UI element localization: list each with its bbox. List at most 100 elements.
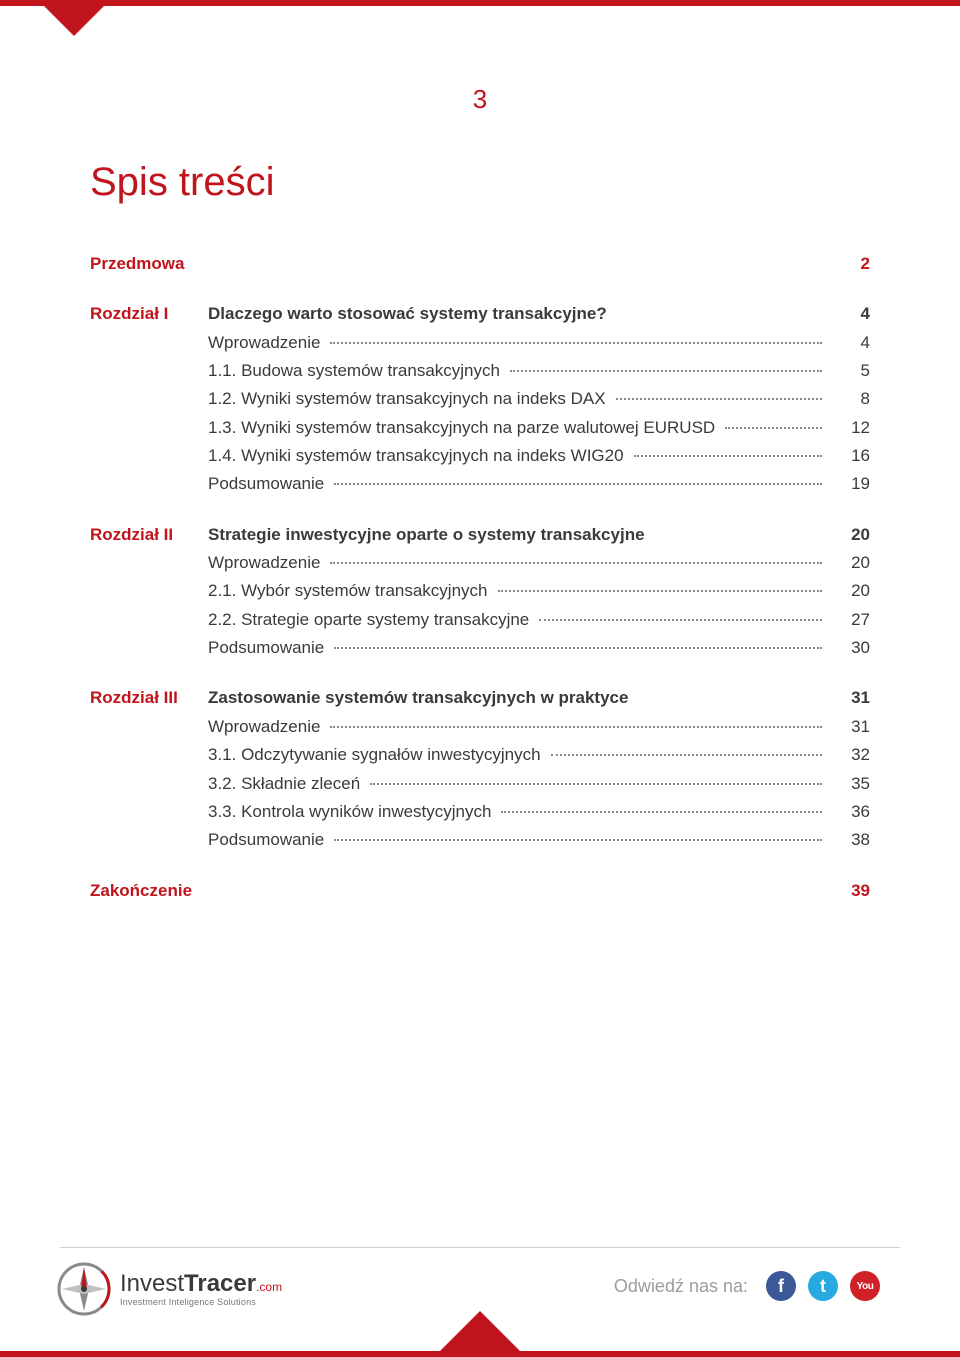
toc-label: 1.1. Budowa systemów transakcyjnych: [208, 358, 506, 384]
top-notch-icon: [44, 6, 104, 36]
brand-logo: InvestTracer.com Investment Inteligence …: [56, 1261, 282, 1317]
toc-label: Strategie inwestycyjne oparte o systemy …: [208, 522, 651, 548]
toc-label: 1.4. Wyniki systemów transakcyjnych na i…: [208, 443, 630, 469]
toc-dots: [334, 839, 822, 841]
toc-dots: [510, 370, 822, 372]
twitter-icon[interactable]: t: [808, 1271, 838, 1301]
toc-label: Przedmowa: [90, 251, 190, 277]
toc-row: Rozdział IDlaczego warto stosować system…: [90, 301, 870, 327]
toc-dots: [330, 342, 822, 344]
toc-chapter: Rozdział I: [90, 301, 208, 327]
social-label: Odwiedź nas na:: [614, 1276, 748, 1297]
toc-row: Wprowadzenie 31: [90, 714, 870, 740]
content: Spis treści Przedmowa 2 Rozdział IDlaczego…: [90, 160, 870, 906]
toc-page: 4: [826, 301, 870, 327]
toc-row: Przedmowa 2: [90, 251, 870, 277]
toc-page: 20: [826, 522, 870, 548]
toc-label: Podsumowanie: [208, 827, 330, 853]
toc-label: Podsumowanie: [208, 471, 330, 497]
toc-dots: [634, 455, 822, 457]
toc-page: 19: [826, 471, 870, 497]
toc-page: 5: [826, 358, 870, 384]
toc-row: Rozdział IIIZastosowanie systemów transa…: [90, 685, 870, 711]
compass-icon: [56, 1261, 112, 1317]
page-number: 3: [0, 84, 960, 115]
toc-dots: [501, 811, 822, 813]
toc-row: Podsumowanie 30: [90, 635, 870, 661]
social-links: Odwiedź nas na: f t You: [614, 1271, 880, 1301]
toc-gap: [90, 500, 870, 522]
toc-row: 2.1. Wybór systemów transakcyjnych 20: [90, 578, 870, 604]
toc-row: Wprowadzenie 4: [90, 330, 870, 356]
bottom-border: [0, 1351, 960, 1357]
brand-text: InvestTracer.com Investment Inteligence …: [120, 1272, 282, 1307]
toc-label: Wprowadzenie: [208, 330, 326, 356]
facebook-icon[interactable]: f: [766, 1271, 796, 1301]
toc-dots: [725, 427, 822, 429]
toc-label: Wprowadzenie: [208, 550, 326, 576]
top-border: [0, 0, 960, 6]
toc-label: 3.2. Składnie zleceń: [208, 771, 366, 797]
toc-row: 3.2. Składnie zleceń 35: [90, 771, 870, 797]
toc-row: 2.2. Strategie oparte systemy transakcyj…: [90, 607, 870, 633]
toc-dots: [330, 562, 822, 564]
page: 3 Spis treści Przedmowa 2 Rozdział IDlacze…: [0, 0, 960, 1357]
toc-label: Zakończenie: [90, 878, 198, 904]
toc-page: 39: [826, 878, 870, 904]
toc-label: 1.2. Wyniki systemów transakcyjnych na i…: [208, 386, 612, 412]
toc-page: 20: [826, 578, 870, 604]
toc-page: 4: [826, 330, 870, 356]
toc-dots: [616, 398, 822, 400]
toc-row: 3.3. Kontrola wyników inwestycyjnych 36: [90, 799, 870, 825]
brand-name: InvestTracer.com: [120, 1272, 282, 1296]
toc-label: 2.2. Strategie oparte systemy transakcyj…: [208, 607, 535, 633]
toc-label: 3.3. Kontrola wyników inwestycyjnych: [208, 799, 497, 825]
toc-label: Zastosowanie systemów transakcyjnych w p…: [208, 685, 634, 711]
brand-suffix: .com: [256, 1280, 282, 1294]
toc-row: Podsumowanie 38: [90, 827, 870, 853]
toc-chapter: Rozdział II: [90, 522, 208, 548]
table-of-contents: Przedmowa 2 Rozdział IDlaczego warto stoso…: [90, 251, 870, 904]
toc-dots: [370, 783, 822, 785]
toc-dots: [334, 647, 822, 649]
toc-label: Podsumowanie: [208, 635, 330, 661]
youtube-icon[interactable]: You: [850, 1271, 880, 1301]
toc-gap: [90, 279, 870, 301]
toc-chapter: Rozdział III: [90, 685, 208, 711]
brand-tagline: Investment Inteligence Solutions: [120, 1298, 282, 1307]
toc-dots: [551, 754, 822, 756]
toc-page: 20: [826, 550, 870, 576]
toc-page: 8: [826, 386, 870, 412]
toc-page: 35: [826, 771, 870, 797]
page-title: Spis treści: [90, 160, 870, 205]
toc-page: 27: [826, 607, 870, 633]
brand-name-b: Tracer: [184, 1270, 256, 1297]
toc-row: 1.1. Budowa systemów transakcyjnych 5: [90, 358, 870, 384]
toc-gap: [90, 663, 870, 685]
toc-row: 1.2. Wyniki systemów transakcyjnych na i…: [90, 386, 870, 412]
toc-page: 38: [826, 827, 870, 853]
toc-label: Wprowadzenie: [208, 714, 326, 740]
toc-label: 2.1. Wybór systemów transakcyjnych: [208, 578, 494, 604]
footer-divider: [60, 1247, 900, 1248]
toc-page: 31: [826, 714, 870, 740]
toc-page: 2: [826, 251, 870, 277]
toc-row: 3.1. Odczytywanie sygnałów inwestycyjnyc…: [90, 742, 870, 768]
toc-row: 1.4. Wyniki systemów transakcyjnych na i…: [90, 443, 870, 469]
toc-dots: [334, 483, 822, 485]
toc-row: Podsumowanie 19: [90, 471, 870, 497]
brand-name-a: Invest: [120, 1270, 184, 1297]
toc-row: Wprowadzenie 20: [90, 550, 870, 576]
toc-gap: [90, 856, 870, 878]
toc-page: 31: [826, 685, 870, 711]
bottom-notch-icon: [440, 1311, 520, 1351]
toc-label: 1.3. Wyniki systemów transakcyjnych na p…: [208, 415, 721, 441]
toc-page: 16: [826, 443, 870, 469]
toc-row: Zakończenie 39: [90, 878, 870, 904]
toc-page: 30: [826, 635, 870, 661]
toc-row: 1.3. Wyniki systemów transakcyjnych na p…: [90, 415, 870, 441]
toc-label: Dlaczego warto stosować systemy transakc…: [208, 301, 613, 327]
toc-dots: [330, 726, 822, 728]
toc-label: 3.1. Odczytywanie sygnałów inwestycyjnyc…: [208, 742, 547, 768]
toc-page: 32: [826, 742, 870, 768]
